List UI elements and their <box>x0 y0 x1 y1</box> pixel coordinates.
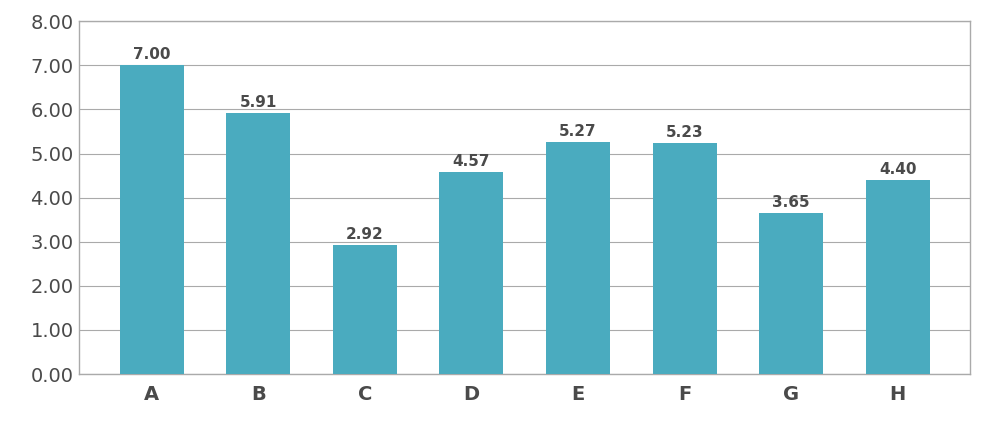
Bar <box>546 142 610 374</box>
Text: 2.92: 2.92 <box>346 227 384 242</box>
Bar <box>333 245 397 374</box>
Text: 3.65: 3.65 <box>772 195 810 210</box>
Bar <box>440 173 503 374</box>
Bar <box>759 213 823 374</box>
Text: 7.00: 7.00 <box>133 47 170 62</box>
Text: 5.91: 5.91 <box>240 95 277 110</box>
Text: 5.23: 5.23 <box>665 125 703 140</box>
Bar <box>865 180 930 374</box>
Bar <box>120 65 184 374</box>
Bar <box>227 113 290 374</box>
Bar <box>652 143 717 374</box>
Text: 4.40: 4.40 <box>879 162 917 177</box>
Text: 4.57: 4.57 <box>452 154 490 170</box>
Text: 5.27: 5.27 <box>559 124 597 139</box>
